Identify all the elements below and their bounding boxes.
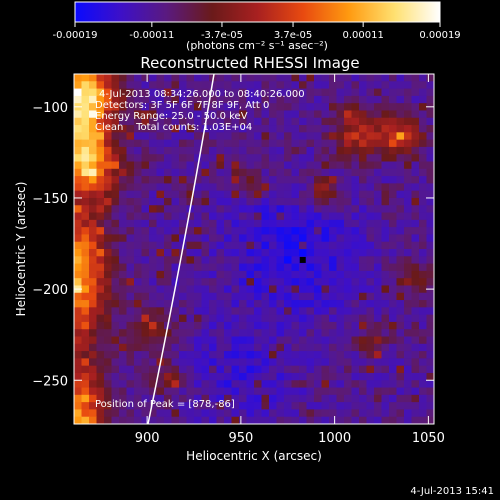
heatmap-image [74, 74, 434, 424]
colorbar-tick-label: -0.00019 [53, 30, 98, 41]
y-tick-label: −200 [32, 283, 68, 298]
footer-timestamp: 4-Jul-2013 15:41 [410, 486, 494, 497]
colorbar [74, 1, 441, 23]
x-tick-label: 900 [135, 431, 160, 446]
annotation-detectors: Detectors: 3F 5F 6F 7F 8F 9F, Att 0 [95, 100, 269, 111]
plot-frame [73, 73, 435, 425]
colorbar-ticks: -0.00019 -0.00011 -3.7e-05 3.7e-05 0.00011 0.… [53, 22, 461, 41]
annotation-clean-counts: Clean Total counts: 1.03E+04 [95, 122, 252, 133]
annotation-energy-range: Energy Range: 25.0 - 50.0 keV [95, 111, 248, 122]
y-axis: −100 −150 −200 −250 [32, 101, 434, 389]
colorbar-tick-label: 0.00011 [342, 30, 383, 41]
colorbar-tick-label: 0.00019 [419, 30, 460, 41]
x-axis-label: Heliocentric X (arcsec) [186, 449, 322, 463]
x-tick-label: 1050 [412, 431, 445, 446]
y-tick-label: −150 [32, 192, 68, 207]
y-tick-label: −100 [32, 101, 68, 116]
x-tick-label: 950 [228, 431, 253, 446]
chart-title: Reconstructed RHESSI Image [140, 54, 359, 72]
x-tick-label: 1000 [318, 431, 351, 446]
solar-limb-curve [147, 74, 215, 424]
annotation-time-range: 4-Jul-2013 08:34:26.000 to 08:40:26.000 [99, 89, 305, 100]
y-tick-label: −250 [32, 374, 68, 389]
colorbar-tick-label: -3.7e-05 [201, 30, 243, 41]
x-axis: 900 950 1000 1050 [135, 74, 445, 446]
colorbar-tick-label: 3.7e-05 [274, 30, 312, 41]
dark-marker [299, 256, 306, 263]
colorbar-units: (photons cm⁻² s⁻¹ asec⁻²) [186, 39, 328, 52]
peak-position-label: Position of Peak = [878,-86] [95, 399, 235, 410]
y-axis-label: Heliocentric Y (arcsec) [14, 182, 28, 317]
colorbar-tick-label: -0.00011 [129, 30, 174, 41]
